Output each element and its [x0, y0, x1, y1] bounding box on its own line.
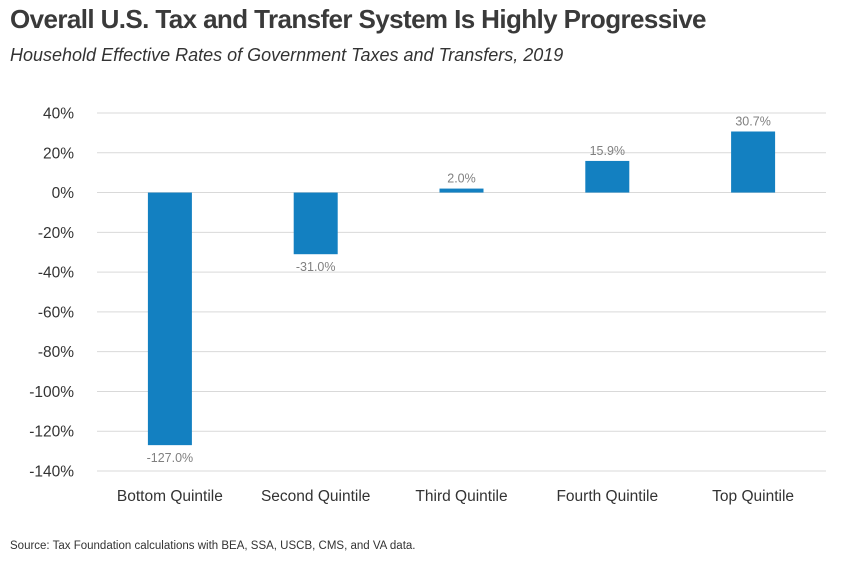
y-tick-label: -100% [29, 384, 74, 401]
x-tick-label: Second Quintile [261, 488, 370, 505]
bar [585, 160, 630, 193]
y-tick-label: -80% [38, 344, 74, 361]
y-tick-label: -60% [38, 304, 74, 321]
data-label: -127.0% [147, 451, 194, 465]
x-tick-label: Bottom Quintile [117, 488, 223, 505]
source-note: Source: Tax Foundation calculations with… [10, 540, 416, 552]
bar [731, 131, 776, 193]
y-tick-label: 20% [43, 145, 74, 162]
y-tick-label: -20% [38, 225, 74, 242]
bar [147, 192, 192, 446]
bar-chart: 40% 20% 0% -20% -40% -60% -80% -100% -120% -140% -… [29, 106, 826, 505]
bar [439, 188, 484, 193]
x-tick-label: Top Quintile [712, 488, 794, 505]
y-tick-label: -40% [38, 265, 74, 282]
bar [293, 192, 338, 255]
data-label: 30.7% [735, 114, 770, 128]
y-tick-label: 40% [43, 106, 74, 123]
data-label: -31.0% [296, 260, 336, 274]
x-tick-label: Third Quintile [415, 488, 507, 505]
data-label: 2.0% [447, 172, 476, 186]
x-tick-label: Fourth Quintile [556, 488, 658, 505]
y-tick-label: 0% [52, 185, 75, 202]
y-tick-label: -120% [29, 424, 74, 441]
chart-title: Overall U.S. Tax and Transfer System Is … [10, 4, 707, 34]
chart-subtitle: Household Effective Rates of Government … [10, 45, 564, 65]
y-tick-label: -140% [29, 464, 74, 481]
data-label: 15.9% [590, 144, 625, 158]
